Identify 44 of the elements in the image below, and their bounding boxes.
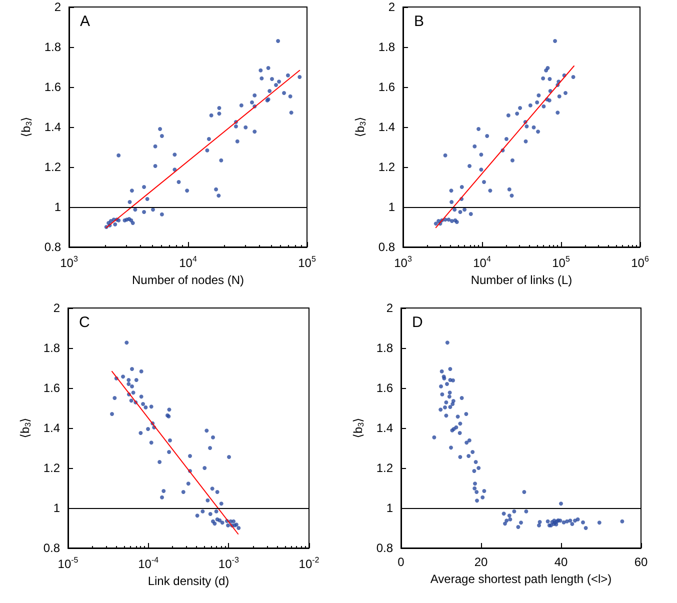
x-axis-title: Number of links (L): [470, 272, 572, 287]
y-axis-title: ⟨b3⟩: [353, 116, 368, 138]
y-tick-label: 1.6: [43, 381, 60, 395]
y-axis-title: ⟨b3⟩: [19, 116, 34, 138]
y-tick-label: 0.8: [44, 240, 62, 254]
y-tick-label: 1.6: [44, 80, 62, 94]
y-tick-label: 0.8: [378, 240, 396, 254]
y-axis-title: ⟨b3⟩: [351, 418, 366, 438]
y-tick-label: 1.8: [376, 341, 394, 355]
y-tick-label: 1.4: [44, 120, 62, 134]
x-axis-title: Number of nodes (N): [132, 272, 244, 287]
y-tick-label: 1: [386, 501, 394, 515]
x-tick-label: 0: [398, 555, 405, 569]
x-tick-label: 20: [474, 555, 488, 569]
y-tick-label: 1.4: [376, 421, 394, 435]
y-tick-label: 1.8: [44, 40, 62, 54]
y-axis-title: ⟨b3⟩: [18, 418, 32, 438]
y-tick-label: 1: [388, 200, 396, 214]
x-tick-label: 40: [554, 555, 568, 569]
x-tick-label: 60: [634, 555, 648, 569]
y-tick-label: 2: [386, 301, 394, 315]
y-tick-label: 2: [53, 301, 60, 315]
y-tick-label: 1.2: [43, 461, 60, 475]
y-tick-label: 1.6: [378, 80, 396, 94]
y-tick-label: 0.8: [376, 541, 394, 555]
y-tick-label: 1.4: [378, 120, 396, 134]
y-tick-label: 1: [54, 200, 62, 214]
y-tick-label: 1: [53, 501, 60, 515]
chart-title: D: [412, 314, 423, 331]
y-tick-label: 2: [54, 0, 62, 14]
chart-title: A: [80, 13, 90, 30]
chart-title: C: [79, 314, 90, 331]
y-tick-label: 1.2: [376, 461, 394, 475]
y-tick-label: 2: [388, 0, 396, 14]
y-tick-label: 0.8: [43, 541, 60, 555]
y-tick-label: 1.8: [378, 40, 396, 54]
chart-title: B: [414, 13, 424, 30]
x-axis-title: Average shortest path length (<l>): [430, 572, 612, 586]
y-tick-label: 1.6: [376, 381, 394, 395]
x-axis-title: Link density (d): [148, 574, 230, 588]
y-tick-label: 1.2: [44, 160, 62, 174]
y-tick-label: 1.8: [43, 341, 60, 355]
y-tick-label: 1.2: [378, 160, 396, 174]
y-tick-label: 1.4: [43, 421, 60, 435]
